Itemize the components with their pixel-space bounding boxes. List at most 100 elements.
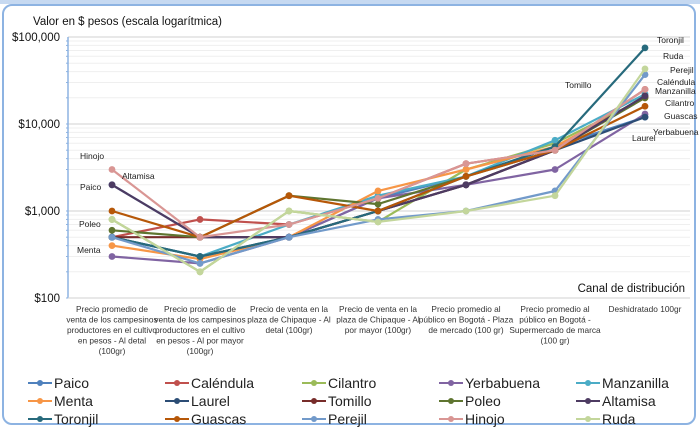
data-point (462, 172, 470, 180)
annotation-label: Ruda (663, 51, 684, 61)
legend-item: Manzanilla (576, 374, 700, 391)
data-point (196, 268, 204, 276)
data-point (108, 233, 116, 241)
legend-swatch-icon (28, 378, 52, 388)
x-tick-label: Precio de venta en la plaza de Chipaque -… (336, 304, 420, 335)
series-line (111, 95, 646, 239)
data-point (196, 259, 204, 267)
legend-swatch-icon (576, 396, 600, 406)
data-point (551, 166, 559, 173)
data-point (108, 166, 116, 173)
annotation-label: Menta (77, 245, 101, 255)
annotation-label: Paico (80, 182, 102, 192)
y-tick-label: $100 (34, 293, 60, 305)
annotation-label: Perejil (670, 65, 694, 75)
data-point (641, 65, 649, 73)
data-point (641, 113, 649, 121)
legend-swatch-icon (165, 396, 189, 406)
legend-item: Toronjil (28, 410, 165, 427)
gridlines (66, 36, 690, 299)
data-point (374, 218, 382, 226)
legend-swatch-icon (28, 396, 52, 406)
legend-label: Cilantro (328, 374, 377, 391)
data-point (196, 253, 204, 260)
legend-swatch-icon (439, 414, 463, 424)
legend-label: Yerbabuena (465, 374, 541, 391)
series-ruda (108, 65, 649, 276)
legend-swatch-icon (165, 414, 189, 424)
legend-item: Ruda (576, 410, 700, 427)
legend-label: Poleo (465, 392, 501, 409)
legend-swatch-icon (302, 378, 326, 388)
series-toronjil (108, 44, 649, 260)
x-tick-label: Precio de venta en la plaza de Chipaque -… (247, 304, 331, 335)
legend-label: Perejil (328, 410, 367, 427)
data-point (462, 160, 470, 168)
data-point (196, 233, 204, 241)
y-tick-labels: $100 $1,000 $10,000 $100,000 (12, 32, 60, 305)
legend-label: Caléndula (191, 374, 255, 391)
annotation-label: Poleo (79, 219, 101, 229)
annotation-label: Cilantro (665, 98, 695, 108)
legend-label: Toronjil (54, 410, 99, 427)
legend-item: Guascas (165, 410, 302, 427)
series-lines (108, 44, 649, 276)
legend-swatch-icon (165, 378, 189, 388)
data-point (374, 207, 382, 215)
data-point (108, 181, 116, 189)
legend-swatch-icon (439, 378, 463, 388)
data-point (285, 221, 293, 228)
legend-label: Altamisa (602, 392, 656, 409)
legend-item: Menta (28, 392, 165, 409)
x-tick-labels: Precio promedio de venta de los campesino… (66, 304, 681, 356)
data-point (285, 233, 293, 241)
annotation-label: Altamisa (122, 171, 155, 181)
legend-item: Cilantro (302, 374, 439, 391)
data-point (462, 166, 470, 173)
annotations: Hinojo Altamisa Paico Poleo Menta Tomillo Toro… (77, 35, 699, 255)
annotation-label: Laurel (632, 133, 656, 143)
legend-label: Tomillo (328, 392, 372, 409)
data-point (108, 226, 116, 234)
legend-label: Menta (54, 392, 93, 409)
y-tick-label: $100,000 (12, 32, 60, 44)
y-axis-title: Valor en $ pesos (escala logarítmica) (33, 16, 222, 28)
x-axis-title: Canal de distribución (578, 283, 685, 295)
series-hinojo (108, 85, 649, 241)
legend-label: Hinojo (465, 410, 505, 427)
legend-item: Caléndula (165, 374, 302, 391)
annotation-label: Toronjil (657, 35, 684, 45)
annotation-label: Tomillo (565, 80, 592, 90)
legend-label: Ruda (602, 410, 636, 427)
x-tick-label: Precio promedio al público en Bogotá - Pl… (419, 304, 514, 335)
data-point (551, 136, 559, 144)
legend-swatch-icon (576, 378, 600, 388)
legend-item: Laurel (165, 392, 302, 409)
legend-item: Paico (28, 374, 165, 391)
legend-swatch-icon (28, 414, 52, 424)
x-tick-label: Precio promedio de venta de los campesino… (154, 304, 245, 356)
series-line (111, 68, 646, 273)
legend-swatch-icon (439, 396, 463, 406)
legend-item: Hinojo (439, 410, 576, 427)
data-point (551, 192, 559, 200)
x-tick-label: Precio promedio de venta de los campesino… (66, 304, 157, 356)
legend-label: Paico (54, 374, 90, 391)
legend-item: Poleo (439, 392, 576, 409)
y-tick-label: $10,000 (18, 119, 60, 131)
data-point (285, 192, 293, 200)
data-point (551, 146, 559, 154)
data-point (108, 253, 116, 260)
annotation-label: Manzanilla (655, 86, 696, 96)
legend-item: Altamisa (576, 392, 700, 409)
data-point (196, 216, 204, 223)
data-point (108, 242, 116, 250)
legend-item: Perejil (302, 410, 439, 427)
legend-swatch-icon (576, 414, 600, 424)
annotation-label: Hinojo (80, 151, 104, 161)
legend-item: Yerbabuena (439, 374, 576, 391)
series-line (112, 95, 646, 239)
x-tick-label: Precio promedio al público en Bogotá -Sup… (509, 304, 601, 346)
annotation-label: Caléndula (657, 77, 696, 87)
data-point (374, 187, 382, 195)
